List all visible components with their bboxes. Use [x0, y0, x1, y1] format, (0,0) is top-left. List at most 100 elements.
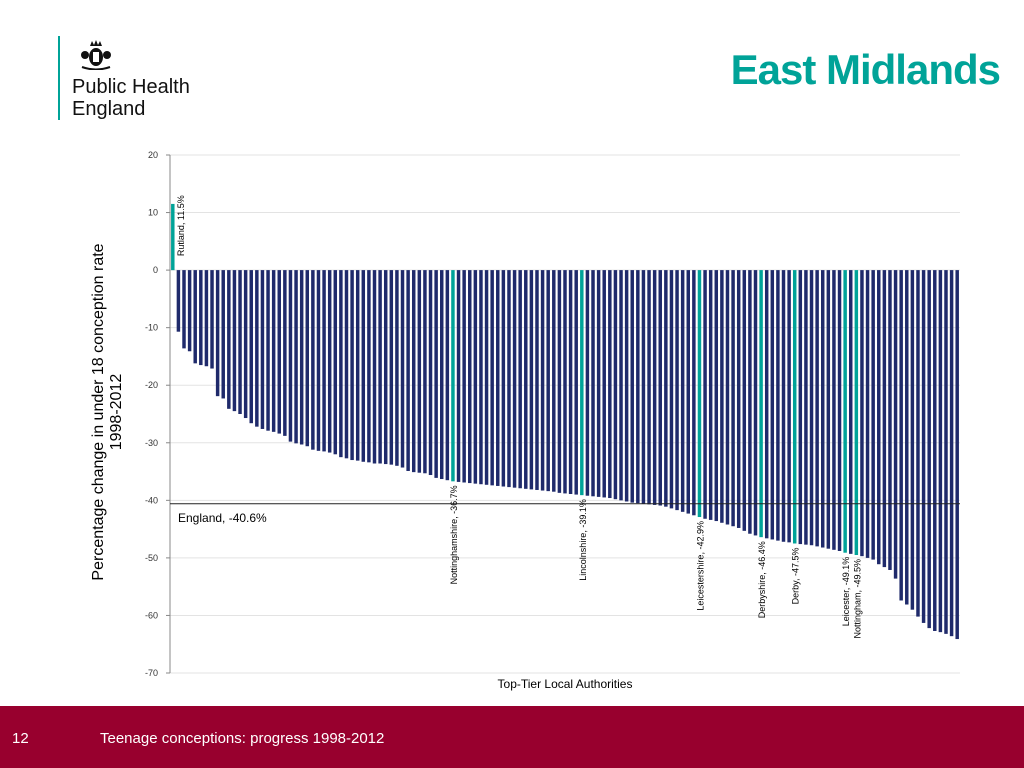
bar: [933, 270, 937, 631]
bar: [468, 270, 472, 484]
bar: [283, 270, 287, 436]
bar-data-label: Nottinghamshire, -36.7%: [449, 485, 459, 584]
bar: [832, 270, 836, 550]
bar: [540, 270, 545, 491]
highlight-bar: [792, 270, 797, 544]
bar: [507, 270, 511, 488]
england-reference-label: England, -40.6%: [178, 511, 267, 525]
bar: [311, 270, 315, 450]
bar: [720, 270, 724, 523]
bar: [490, 270, 494, 486]
bar: [260, 270, 265, 429]
bar: [944, 270, 948, 634]
y-tick-label: -70: [145, 668, 158, 678]
bar: [725, 270, 730, 525]
bar: [400, 270, 405, 468]
bar-data-label: Rutland, 11.5%: [176, 195, 186, 256]
bar: [871, 270, 875, 560]
bar: [636, 270, 640, 504]
bar: [731, 270, 735, 527]
page-number: 12: [12, 730, 29, 747]
bar: [568, 270, 573, 495]
bar-data-label: Derbyshire, -46.4%: [757, 541, 767, 618]
bar: [669, 270, 674, 509]
bar: [462, 270, 466, 483]
bar: [417, 270, 422, 473]
bar: [518, 270, 522, 489]
bar: [473, 270, 478, 484]
bar: [837, 270, 842, 551]
y-tick-label: -10: [145, 323, 158, 333]
bar: [658, 270, 662, 506]
bar: [927, 270, 931, 629]
bar: [742, 270, 747, 531]
y-tick-label: 0: [153, 265, 158, 275]
bar: [877, 270, 881, 565]
bar: [350, 270, 354, 461]
y-tick-label: 10: [148, 208, 158, 218]
bar: [820, 270, 825, 548]
bar: [339, 270, 343, 458]
bar: [613, 270, 618, 500]
highlight-bar: [854, 270, 859, 556]
x-axis-label: Top-Tier Local Authorities: [498, 677, 633, 691]
bar: [210, 270, 214, 369]
logo-accent-bar: [58, 36, 60, 120]
highlight-bar: [843, 270, 847, 553]
bar: [770, 270, 775, 540]
bar: [288, 270, 293, 442]
bar: [372, 270, 377, 464]
bar: [344, 270, 349, 459]
bar: [905, 270, 909, 605]
bar: [910, 270, 915, 610]
bar: [361, 270, 366, 462]
bar: [512, 270, 517, 488]
phe-logo: Public Health England: [58, 36, 218, 126]
bar-data-label: Leicestershire, -42.9%: [695, 521, 705, 611]
bar: [804, 270, 808, 545]
bar: [916, 270, 920, 617]
bar: [327, 270, 332, 453]
logo-line-2: England: [72, 98, 146, 120]
bar: [456, 270, 461, 482]
bar: [434, 270, 438, 478]
y-tick-label: -60: [145, 610, 158, 620]
bar: [411, 270, 416, 473]
y-tick-label: -50: [145, 553, 158, 563]
bar: [367, 270, 371, 463]
bar: [608, 270, 612, 499]
bar: [529, 270, 534, 490]
bar: [703, 270, 707, 519]
bar: [277, 270, 281, 434]
bar: [249, 270, 253, 424]
bar: [781, 270, 786, 542]
bar: [557, 270, 562, 493]
bar: [708, 270, 713, 520]
highlight-bar: [759, 270, 763, 538]
bar: [641, 270, 646, 504]
bar: [395, 270, 399, 466]
footer-bar: 12 Teenage conceptions: progress 1998-20…: [0, 706, 1024, 768]
bar: [243, 270, 248, 419]
bar: [664, 270, 668, 507]
bar: [596, 270, 601, 497]
logo-wordmark: Public Health England: [72, 76, 190, 120]
bar: [798, 270, 803, 545]
bar: [440, 270, 444, 480]
bar: [748, 270, 752, 534]
bar: [949, 270, 954, 637]
bar: [624, 270, 629, 502]
bar: [199, 270, 203, 366]
bar: [271, 270, 276, 432]
bar: [815, 270, 819, 547]
bar: [647, 270, 651, 505]
bar: [215, 270, 220, 397]
bar: [849, 270, 853, 554]
bar: [680, 270, 685, 512]
bar: [221, 270, 225, 399]
logo-line-1: Public Health: [72, 76, 190, 98]
y-tick-label: -30: [145, 438, 158, 448]
bar: [355, 270, 360, 461]
bar: [882, 270, 887, 568]
bar: [630, 270, 634, 503]
